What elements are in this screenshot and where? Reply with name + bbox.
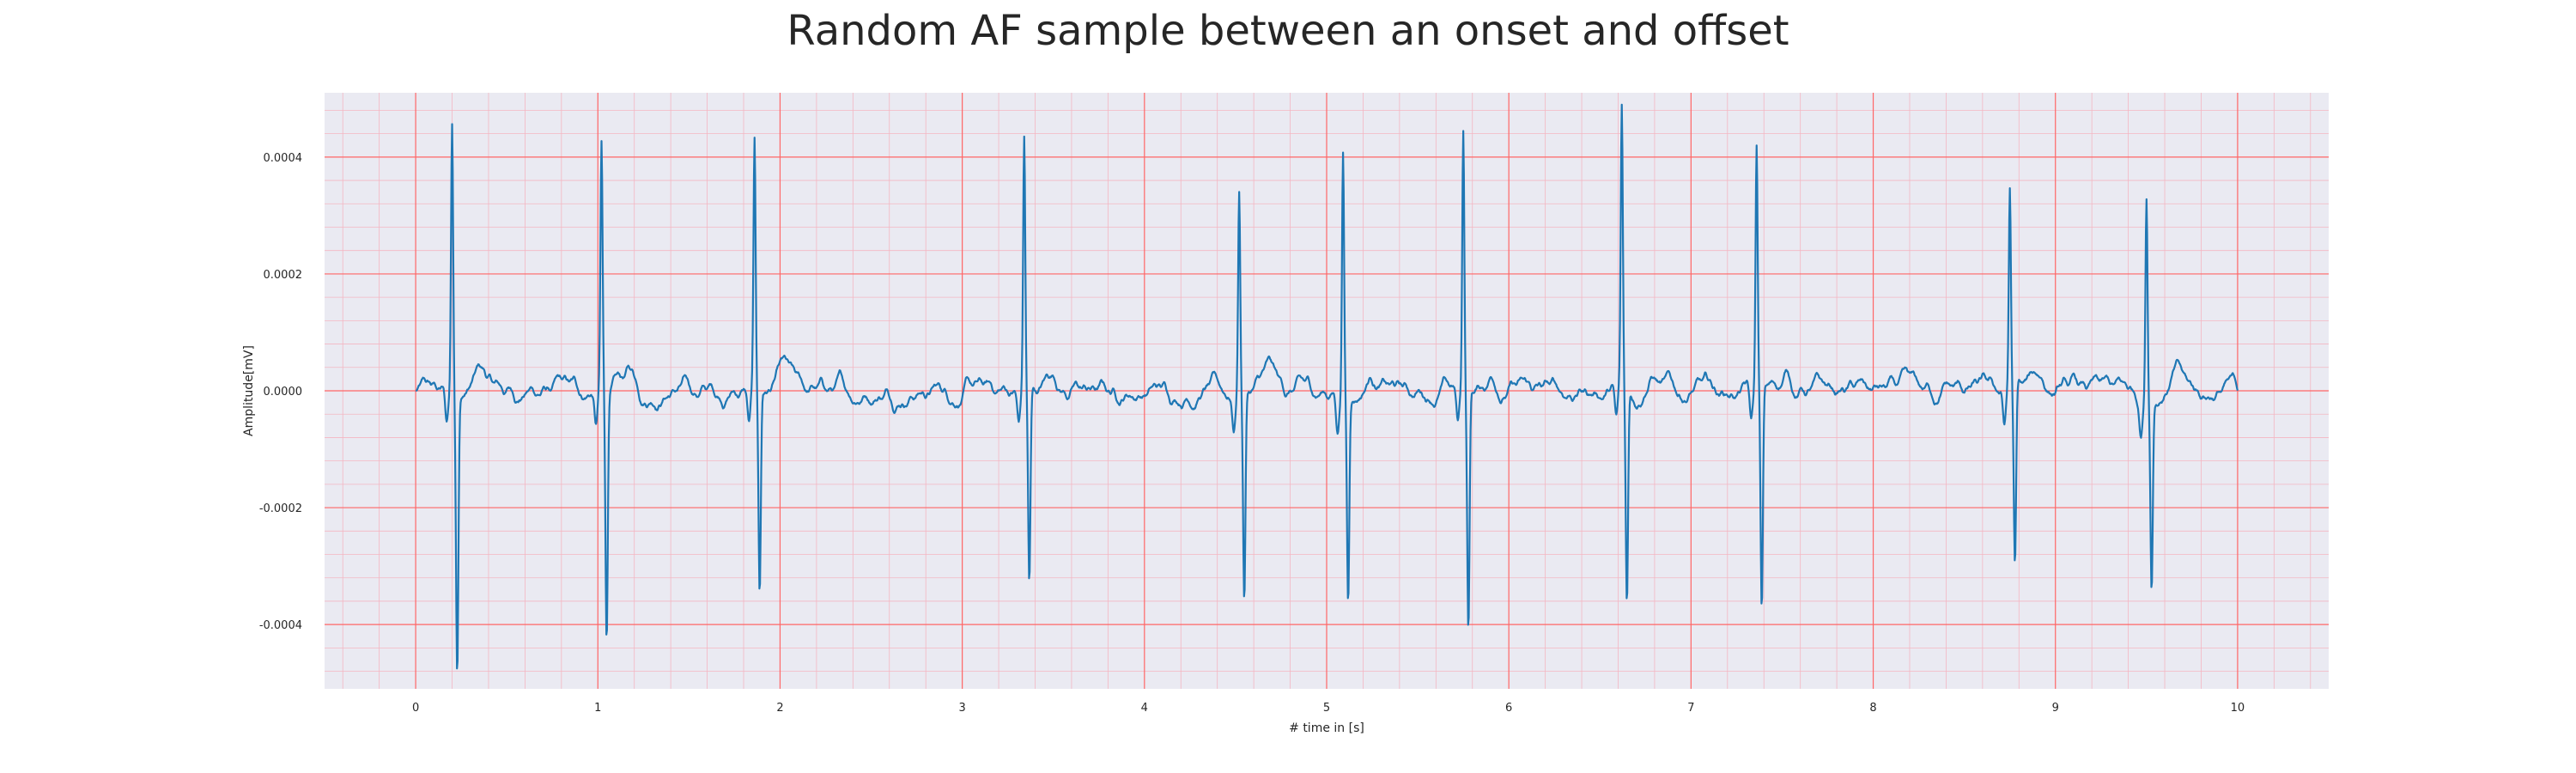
y-axis-label: Amplitude[mV] <box>242 345 256 436</box>
chart-title: Random AF sample between an onset and of… <box>787 7 1789 55</box>
x-axis-label: # time in [s] <box>1289 721 1364 735</box>
y-tick-label: 0.0000 <box>264 386 303 399</box>
x-tick-label: 8 <box>1869 702 1876 715</box>
x-tick-label: 7 <box>1687 702 1694 715</box>
y-tick-labels: 0.0004 0.0002 0.0000 -0.0002 -0.0004 <box>259 152 302 632</box>
y-tick-label: 0.0004 <box>264 152 303 165</box>
series-line-group <box>415 103 2239 670</box>
x-tick-label: 3 <box>958 702 965 715</box>
major-grid <box>325 93 2329 689</box>
x-tick-label: 1 <box>594 702 601 715</box>
x-tick-label: 10 <box>2231 702 2245 715</box>
y-tick-label: -0.0004 <box>259 619 302 632</box>
x-tick-label: 0 <box>412 702 419 715</box>
x-tick-label: 9 <box>2052 702 2059 715</box>
x-tick-label: 5 <box>1323 702 1330 715</box>
y-tick-label: 0.0002 <box>264 269 303 282</box>
y-tick-label: -0.0002 <box>259 502 302 515</box>
x-tick-labels: 0 1 2 3 4 5 6 7 8 9 10 <box>412 702 2245 715</box>
series-line <box>415 103 2239 670</box>
x-tick-label: 2 <box>776 702 783 715</box>
x-tick-label: 4 <box>1141 702 1148 715</box>
x-tick-label: 6 <box>1505 702 1512 715</box>
